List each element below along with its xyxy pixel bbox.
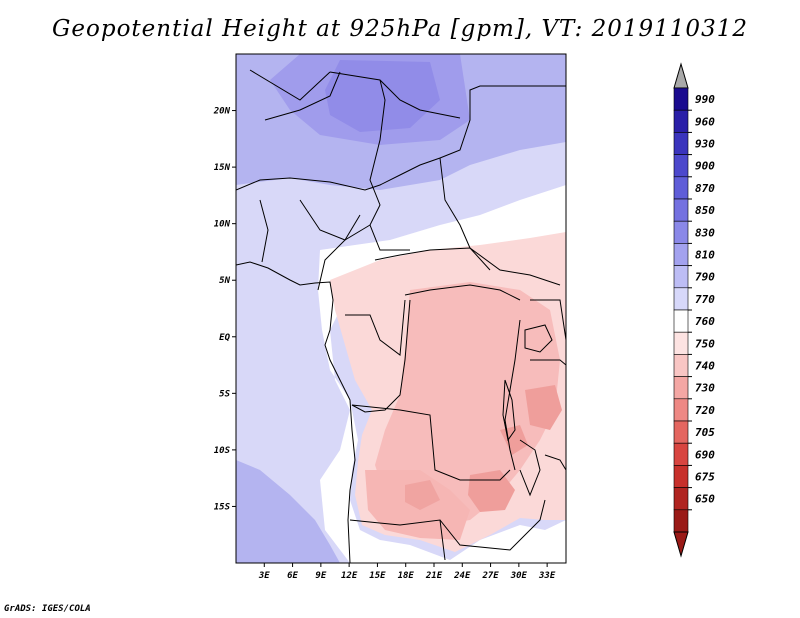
- colorbar-swatch: [673, 354, 689, 377]
- colorbar-swatch: [673, 287, 689, 311]
- colorbar-swatch: [673, 265, 689, 289]
- border-cameroon: [317, 224, 371, 291]
- colorbar-swatch: [673, 109, 689, 133]
- boundaries: [236, 69, 566, 563]
- field-830-north: [325, 60, 440, 132]
- border-namibia: [349, 519, 446, 561]
- colorbar-label: 740: [695, 360, 715, 373]
- lat-tick-label: 20N: [213, 107, 231, 117]
- colorbar-swatch: [673, 198, 689, 222]
- lat-tick-label: 5S: [219, 389, 230, 399]
- colorbar-label: 720: [695, 404, 715, 417]
- border-sahel: [236, 85, 566, 191]
- colorbar-swatch: [673, 243, 689, 266]
- colorbar-swatch: [673, 309, 689, 333]
- lon-tick-label: 21E: [425, 571, 443, 581]
- lon-tick-label: 15E: [369, 571, 386, 581]
- map-axes: 3E 6E 9E 12E 15E 18E 21E 24E 27E 30E 33E 20N 15N 10N 5…: [213, 107, 556, 581]
- colorbar-under-arrow: [673, 531, 689, 558]
- colorbar-label: 790: [695, 271, 715, 284]
- colorbar-swatch: [673, 132, 689, 155]
- lon-tick-label: 12E: [341, 571, 358, 581]
- map-frame: [235, 53, 567, 564]
- colorbar-swatch: [673, 376, 689, 400]
- colorbar-label: 650: [695, 493, 715, 506]
- lon-tick-label: 27E: [481, 571, 499, 581]
- colorbar-label: 760: [695, 315, 715, 328]
- border-drc-north: [404, 284, 521, 301]
- border-malawi: [519, 439, 541, 497]
- lon-tick-label: 33E: [538, 571, 556, 581]
- border-tanzania: [530, 359, 566, 366]
- lat-tick-label: 5N: [219, 276, 230, 286]
- border-zambia: [439, 499, 546, 551]
- border-congo: [345, 299, 406, 356]
- lon-tick-label: 30E: [510, 571, 528, 581]
- lat-tick-label: 10S: [214, 446, 231, 456]
- colorbar-label: 930: [695, 138, 715, 151]
- colorbar-swatch: [673, 398, 689, 422]
- border-angola: [351, 404, 511, 481]
- colorbar-label: 900: [695, 160, 715, 173]
- map-field: [236, 54, 566, 563]
- colorbar-swatch: [673, 465, 689, 488]
- colorbar-label: 830: [695, 226, 715, 239]
- border-mozambique: [544, 454, 566, 471]
- colorbar: 990 960 930 900 870 850 830 810 790 770 760 750 740 7…: [673, 62, 715, 558]
- colorbar-label: 750: [695, 337, 715, 350]
- colorbar-swatch: [673, 509, 689, 533]
- map-title: Geopotential Height at 925hPa [gpm], VT:…: [52, 16, 748, 42]
- field-730-c: [405, 480, 440, 510]
- colorbar-swatch: [673, 442, 689, 466]
- colorbar-label: 960: [695, 115, 715, 128]
- lat-tick-label: 10N: [214, 220, 231, 230]
- colorbar-label: 870: [695, 182, 715, 195]
- lon-tick-label: 18E: [398, 571, 415, 581]
- border-chad: [369, 79, 410, 251]
- colorbar-swatch: [673, 487, 689, 511]
- border-libya: [329, 71, 461, 119]
- colorbar-label: 990: [695, 93, 715, 106]
- border-east: [530, 299, 566, 341]
- colorbar-label: 810: [695, 249, 715, 262]
- lon-tick-label: 9E: [315, 571, 326, 581]
- colorbar-over-arrow: [673, 62, 689, 89]
- colorbar-swatch: [673, 176, 689, 200]
- colorbar-label: 730: [695, 382, 715, 395]
- coastline-west: [236, 261, 356, 563]
- border-car: [374, 247, 491, 271]
- lat-tick-label: EQ: [219, 333, 230, 343]
- colorbar-swatch: [673, 87, 689, 111]
- lon-tick-label: 3E: [258, 571, 270, 581]
- border-drc: [351, 299, 411, 413]
- field-730-a: [525, 385, 562, 430]
- colorbar-swatch: [673, 220, 689, 244]
- colorbar-swatch: [673, 420, 689, 444]
- colorbar-label: 675: [695, 471, 715, 484]
- lon-tick-label: 24E: [453, 571, 471, 581]
- colorbar-label: 705: [695, 426, 715, 439]
- field-790-west: [236, 460, 340, 563]
- colorbar-swatch: [673, 331, 689, 355]
- grads-credit: GrADS: IGES/COLA: [4, 604, 91, 614]
- colorbar-label: 690: [695, 448, 715, 461]
- lat-tick-label: 15N: [214, 163, 231, 173]
- lake-victoria: [524, 324, 553, 353]
- colorbar-label: 850: [695, 204, 715, 217]
- border-niger: [264, 71, 341, 121]
- lat-tick-label: 15S: [214, 502, 231, 512]
- border-nigeria: [259, 199, 361, 263]
- lake-tanganyika: [502, 379, 516, 442]
- colorbar-label: 770: [695, 293, 715, 306]
- lon-tick-label: 6E: [287, 571, 298, 581]
- border-algeria: [249, 69, 331, 101]
- border-lakes: [504, 319, 521, 471]
- colorbar-swatch: [673, 154, 689, 178]
